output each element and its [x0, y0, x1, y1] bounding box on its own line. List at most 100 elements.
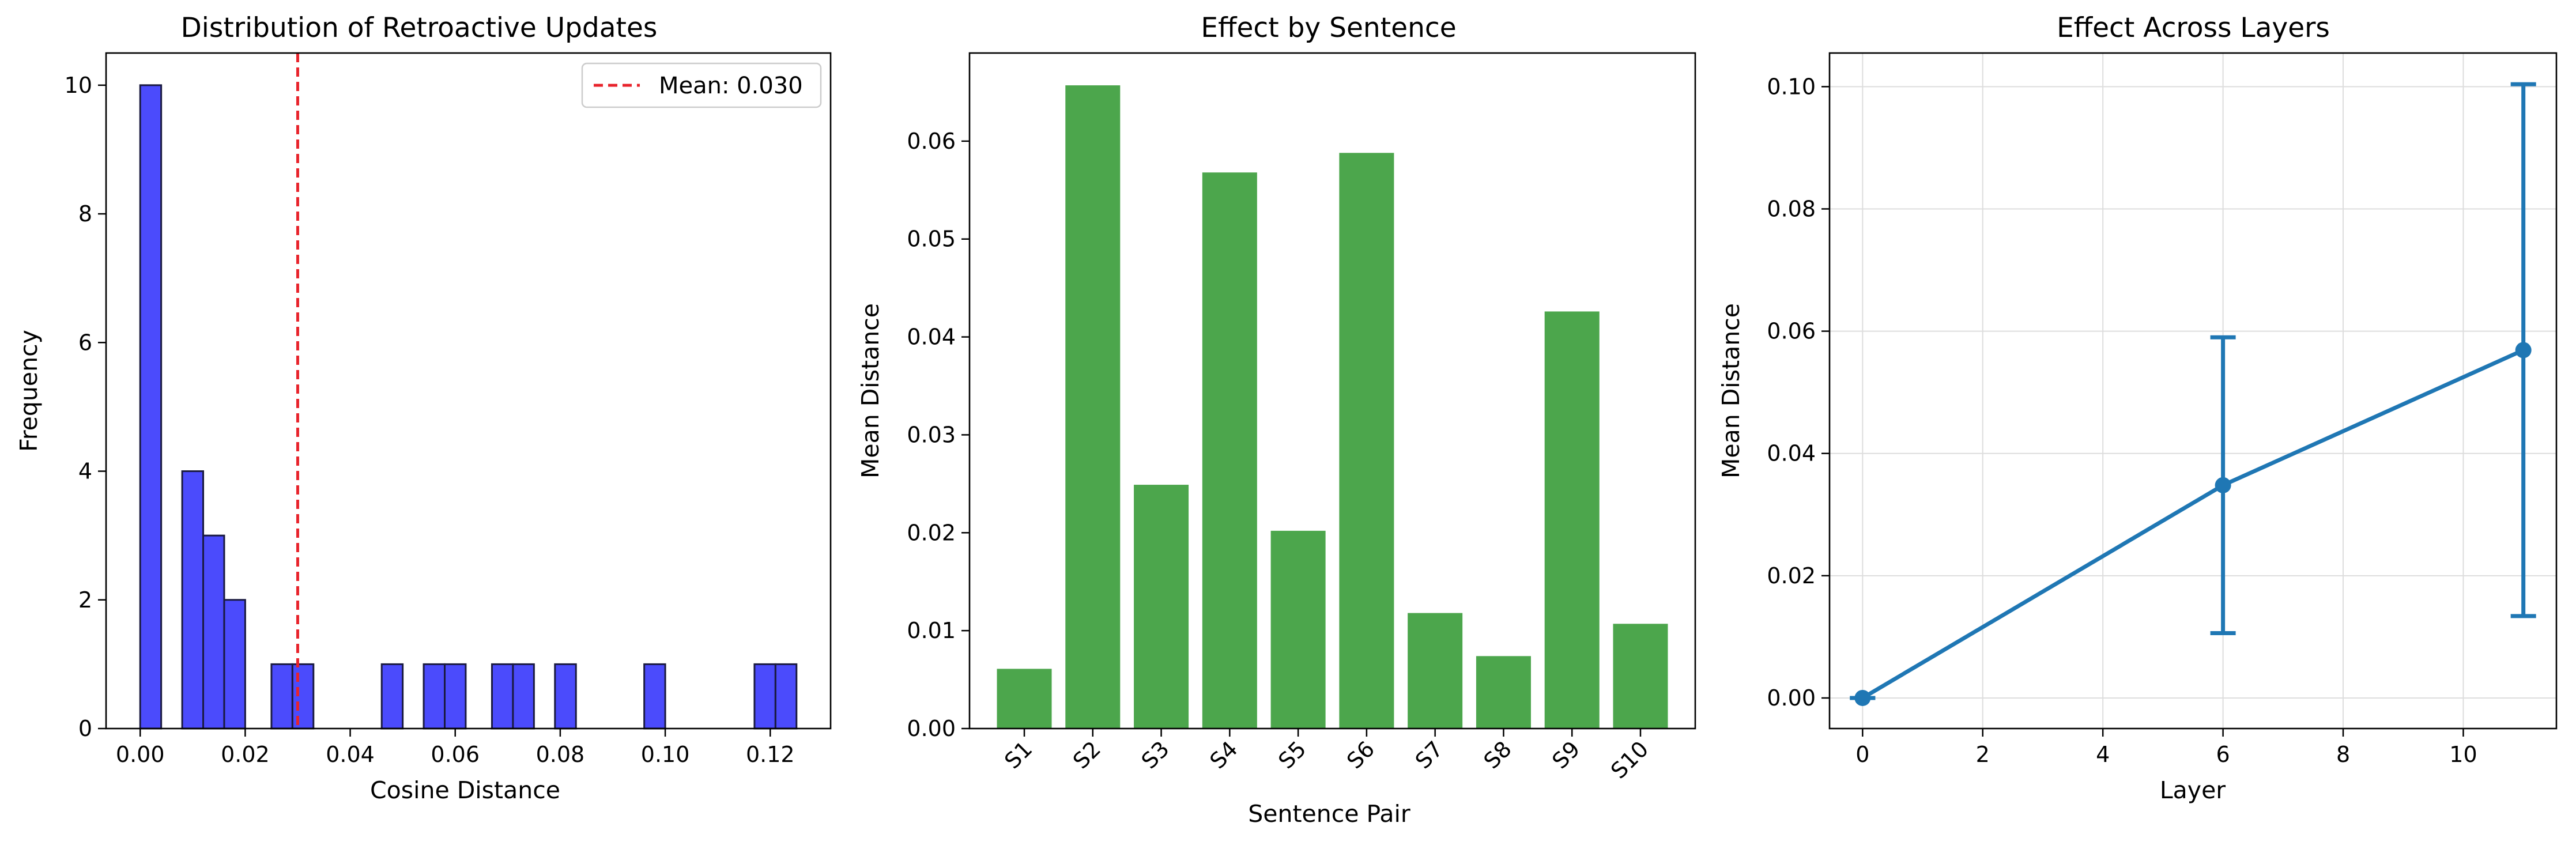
sentence-bar: [1202, 172, 1257, 729]
sentence-y-label: Mean Distance: [857, 303, 884, 478]
layer-y-label: Mean Distance: [1717, 303, 1745, 478]
layer-point: [1854, 689, 1871, 706]
sentence-bar-frame: [968, 52, 1696, 730]
x-tick-label: 0.02: [221, 742, 270, 767]
layer-y-ticks: 0.00 0.02 0.04 0.06 0.08 0.10: [1767, 74, 1830, 711]
y-tick-label: 0.05: [907, 227, 956, 252]
x-tick-label: 10: [2449, 742, 2477, 767]
histogram-bar: [774, 663, 798, 730]
histogram-x-label: Cosine Distance: [370, 776, 560, 804]
y-tick-label: 0.08: [1767, 196, 1816, 221]
x-tick-label: 4: [2096, 742, 2110, 767]
histogram-bar: [181, 470, 205, 730]
y-tick-label: 0.06: [1767, 319, 1816, 344]
histogram-title: Distribution of Retroactive Updates: [181, 12, 658, 44]
y-tick-label: 0.02: [1767, 563, 1816, 588]
x-tick-label: S2: [1068, 736, 1106, 773]
sentence-bar: [1544, 311, 1600, 729]
y-tick-label: 6: [78, 330, 92, 355]
layer-series-line: [1861, 348, 2525, 700]
histogram-bar: [291, 663, 315, 730]
histogram-frame: [105, 52, 832, 730]
sentence-bars: [997, 85, 1668, 729]
sentence-bar: [1065, 85, 1121, 729]
sentence-bar-panel: Effect by Sentence S1 S2 S3 S4 S5 S6 S7 S8 S9 S10…: [857, 12, 1696, 828]
x-tick-label: S7: [1410, 736, 1448, 773]
histogram-legend: Mean: 0.030: [581, 62, 822, 108]
y-tick-label: 10: [65, 73, 92, 98]
x-tick-label: 8: [2336, 742, 2350, 767]
y-tick-label: 2: [78, 587, 92, 613]
x-tick-label: S4: [1205, 736, 1242, 773]
x-tick-label: 0.12: [746, 742, 795, 767]
y-tick-label: 8: [78, 201, 92, 227]
sentence-bar: [1134, 485, 1189, 729]
sentence-x-ticks: S1 S2 S3 S4 S5 S6 S7 S8 S9 S10: [1000, 729, 1653, 784]
layer-point: [2215, 477, 2231, 493]
histogram-panel: Distribution of Retroactive Updates 0.00…: [15, 12, 832, 804]
y-tick-label: 0: [78, 716, 92, 741]
histogram-bar: [753, 663, 776, 730]
layer-x-label: Layer: [2160, 776, 2226, 804]
y-tick-label: 0.10: [1767, 74, 1816, 99]
y-tick-label: 0.04: [907, 324, 956, 350]
x-tick-label: 0: [1855, 742, 1869, 767]
y-tick-label: 4: [78, 459, 92, 484]
histogram-x-ticks: 0.00 0.02 0.04 0.06 0.08 0.10 0.12: [116, 729, 795, 767]
sentence-bar: [1339, 153, 1394, 729]
x-tick-label: S6: [1342, 736, 1379, 773]
x-tick-label: 0.08: [536, 742, 585, 767]
histogram-y-label: Frequency: [15, 330, 43, 452]
layer-line-title: Effect Across Layers: [2057, 12, 2330, 44]
histogram-bar: [444, 663, 467, 730]
x-tick-label: 6: [2216, 742, 2230, 767]
layer-x-ticks: 0 2 4 6 8 10: [1855, 729, 2477, 767]
histogram-bar: [512, 663, 535, 730]
histogram-bar: [554, 663, 577, 730]
layer-point: [2515, 342, 2532, 359]
x-tick-label: S9: [1547, 736, 1585, 773]
x-tick-label: 0.06: [431, 742, 480, 767]
y-tick-label: 0.01: [907, 618, 956, 643]
y-tick-label: 0.06: [907, 129, 956, 154]
y-tick-label: 0.04: [1767, 441, 1816, 466]
histogram-y-ticks: 0 2 4 6 8 10: [65, 73, 106, 741]
y-tick-label: 0.00: [1767, 685, 1816, 711]
histogram-bar: [202, 534, 225, 730]
x-tick-label: 0.04: [326, 742, 375, 767]
layer-points: [1854, 342, 2532, 706]
histogram-bars: [139, 84, 798, 730]
sentence-bar: [1408, 613, 1463, 729]
layer-line-frame: [1828, 52, 2558, 730]
x-tick-label: S10: [1606, 736, 1653, 783]
histogram-bar: [223, 599, 246, 730]
x-tick-label: S5: [1273, 736, 1311, 773]
sentence-bar-title: Effect by Sentence: [1201, 12, 1456, 44]
sentence-y-ticks: 0.00 0.01 0.02 0.03 0.04 0.05 0.06: [907, 129, 970, 741]
histogram-bar: [423, 663, 446, 730]
x-tick-label: 2: [1976, 742, 1990, 767]
histogram-bar: [380, 663, 404, 730]
sentence-x-label: Sentence Pair: [1248, 800, 1410, 828]
x-tick-label: 0.00: [116, 742, 165, 767]
histogram-bar: [270, 663, 293, 730]
x-tick-label: S3: [1137, 736, 1174, 773]
x-tick-label: S8: [1479, 736, 1517, 773]
legend-box: [581, 62, 822, 108]
sentence-bar: [1270, 530, 1326, 729]
y-tick-label: 0.03: [907, 422, 956, 447]
y-tick-label: 0.00: [907, 716, 956, 741]
sentence-bar: [997, 669, 1052, 729]
x-tick-label: 0.10: [641, 742, 690, 767]
layer-gridlines: [1830, 53, 2556, 729]
legend-mean-label: Mean: 0.030: [659, 73, 803, 99]
histogram-bar: [491, 663, 514, 730]
sentence-bar: [1476, 656, 1531, 729]
layer-line-panel: Effect Across Layers 0 2 4 6 8 10 0.000.020.0…: [1717, 12, 2558, 804]
histogram-bar: [643, 663, 666, 730]
histogram-bar: [139, 84, 163, 730]
y-tick-label: 0.02: [907, 520, 956, 545]
x-tick-label: S1: [1000, 736, 1037, 773]
